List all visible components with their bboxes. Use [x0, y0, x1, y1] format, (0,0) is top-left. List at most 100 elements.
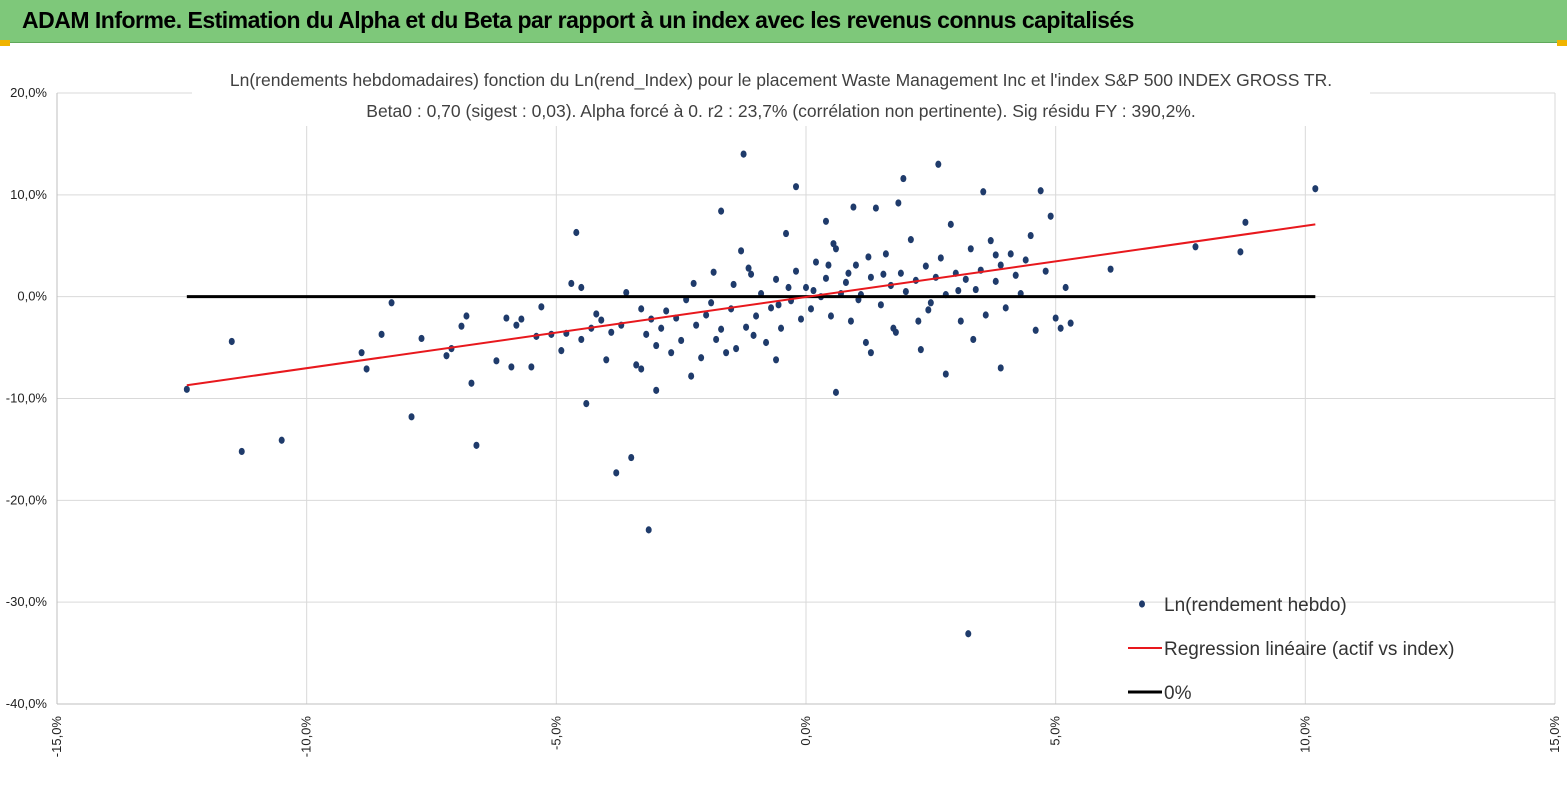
y-tick-label: -20,0%: [6, 492, 48, 507]
data-point: [723, 349, 730, 357]
data-point: [408, 413, 415, 421]
data-point: [558, 347, 565, 355]
chart-subtitle: Beta0 : 0,70 (sigest : 0,03). Alpha forc…: [366, 101, 1195, 121]
data-point: [882, 250, 889, 258]
data-point: [750, 331, 757, 339]
data-point: [1037, 187, 1044, 195]
data-point: [867, 349, 874, 357]
data-point: [1062, 283, 1069, 292]
data-point: [690, 279, 697, 288]
data-point: [793, 267, 800, 275]
data-point: [388, 299, 395, 307]
data-point: [638, 365, 645, 373]
x-tick-label: 5,0%: [1048, 716, 1063, 746]
data-point: [783, 229, 790, 238]
data-point: [578, 283, 585, 292]
data-point: [568, 279, 575, 288]
data-point: [603, 356, 610, 364]
data-point: [578, 335, 585, 344]
data-point: [1012, 271, 1019, 279]
data-point: [997, 261, 1004, 269]
data-point: [778, 324, 785, 332]
data-point: [803, 283, 809, 292]
points: [183, 150, 1319, 638]
data-point: [573, 228, 580, 237]
legend-label-zero: 0%: [1164, 683, 1192, 704]
data-point: [710, 268, 717, 276]
data-point: [1047, 212, 1054, 220]
data-point: [972, 285, 979, 294]
data-point: [713, 335, 720, 344]
data-point: [628, 453, 635, 462]
data-point: [1192, 243, 1199, 251]
legend: Ln(rendement hebdo) Regression linéaire (…: [1128, 595, 1454, 704]
data-point: [955, 286, 962, 295]
data-point: [922, 262, 929, 270]
data-point: [693, 321, 700, 329]
data-point: [528, 363, 535, 371]
data-point: [668, 349, 675, 357]
data-point: [718, 207, 725, 215]
data-point: [822, 274, 829, 282]
data-point: [228, 337, 235, 346]
data-point: [842, 278, 849, 287]
data-point: [538, 303, 545, 311]
data-point: [748, 270, 755, 278]
data-point: [852, 261, 859, 269]
data-point: [688, 372, 695, 380]
data-point: [730, 280, 737, 289]
data-point: [508, 363, 515, 371]
data-point: [850, 203, 857, 211]
data-point: [895, 199, 902, 207]
data-point: [965, 630, 972, 638]
data-point: [915, 317, 922, 325]
data-point: [775, 301, 782, 309]
data-point: [962, 275, 969, 283]
data-point: [1007, 250, 1014, 258]
data-point: [867, 273, 874, 281]
data-point: [753, 312, 760, 320]
data-point: [862, 338, 869, 347]
y-tick-label: -30,0%: [6, 594, 48, 609]
data-point: [890, 324, 897, 332]
x-tick-label: 15,0%: [1547, 716, 1562, 753]
data-point: [613, 469, 620, 477]
data-point: [865, 253, 872, 261]
series-lines: [186, 223, 1316, 387]
x-tick-label: -10,0%: [299, 716, 314, 758]
data-point: [598, 316, 605, 324]
data-point: [935, 160, 942, 168]
data-point: [1052, 314, 1059, 322]
data-point: [768, 304, 775, 312]
data-point: [663, 307, 670, 315]
data-point: [518, 315, 525, 323]
data-point: [798, 315, 805, 323]
data-point: [897, 269, 904, 277]
x-tick-label: 0,0%: [798, 716, 813, 746]
x-tick-label: -5,0%: [548, 716, 563, 750]
data-point: [678, 336, 685, 345]
data-point: [900, 174, 907, 183]
data-point: [970, 335, 977, 344]
data-point: [942, 370, 949, 378]
data-point: [773, 356, 780, 364]
data-point: [468, 379, 475, 387]
data-point: [785, 283, 792, 292]
corner-marker-right: [1557, 40, 1567, 46]
data-point: [278, 436, 285, 444]
data-point: [653, 386, 660, 394]
data-point: [807, 305, 814, 313]
data-point: [907, 236, 914, 244]
data-point: [1042, 267, 1049, 275]
data-point: [643, 330, 650, 338]
data-point: [443, 352, 450, 360]
y-tick-label: 10,0%: [10, 187, 47, 202]
data-point: [743, 323, 750, 331]
data-point: [825, 261, 832, 269]
title-background: [192, 64, 1370, 126]
legend-label-regression: Regression linéaire (actif vs index): [1164, 639, 1454, 660]
data-point: [473, 441, 480, 449]
data-point: [902, 287, 909, 296]
data-point: [1057, 324, 1064, 332]
